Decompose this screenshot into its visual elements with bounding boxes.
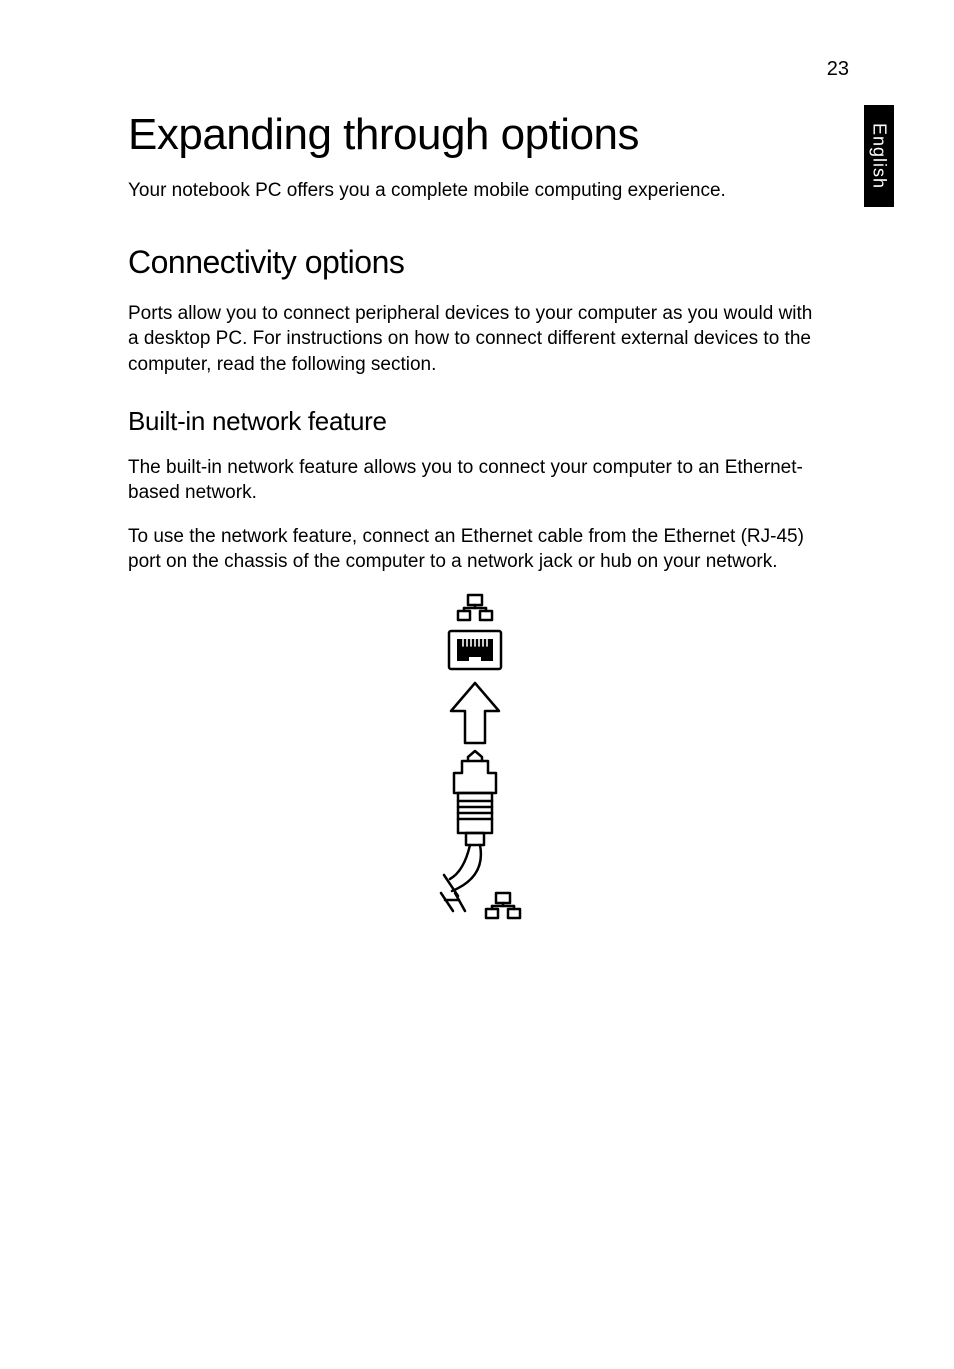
network-paragraph-2: To use the network feature, connect an E…	[128, 524, 823, 575]
network-paragraph-1: The built-in network feature allows you …	[128, 455, 823, 506]
language-tab: English	[864, 105, 894, 207]
subsection-heading-network: Built-in network feature	[128, 406, 823, 437]
page-number: 23	[827, 58, 849, 81]
page-content: Expanding through options Your notebook …	[128, 110, 823, 943]
ethernet-diagram-icon	[406, 593, 546, 943]
ethernet-diagram-container	[128, 593, 823, 943]
intro-text: Your notebook PC offers you a complete m…	[128, 178, 823, 204]
connectivity-paragraph: Ports allow you to connect peripheral de…	[128, 301, 823, 378]
section-heading-connectivity: Connectivity options	[128, 244, 823, 281]
language-tab-label: English	[869, 123, 890, 189]
page-title: Expanding through options	[128, 110, 823, 160]
